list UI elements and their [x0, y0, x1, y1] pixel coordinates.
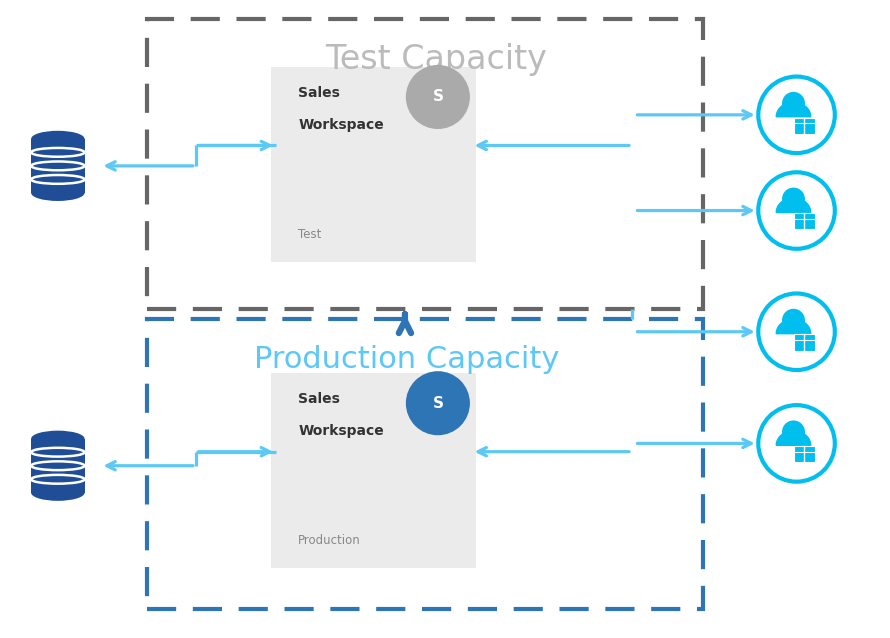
Text: Production: Production [298, 534, 361, 547]
FancyBboxPatch shape [794, 117, 814, 133]
FancyBboxPatch shape [271, 67, 476, 262]
Text: Sales: Sales [298, 392, 340, 406]
Ellipse shape [782, 188, 805, 211]
Polygon shape [776, 198, 811, 212]
Text: Sales: Sales [298, 86, 340, 100]
Ellipse shape [782, 420, 805, 443]
Ellipse shape [758, 293, 835, 370]
Ellipse shape [782, 92, 805, 115]
FancyBboxPatch shape [794, 213, 814, 229]
Ellipse shape [31, 485, 85, 501]
Ellipse shape [758, 77, 835, 153]
Text: Test Capacity: Test Capacity [325, 43, 547, 77]
FancyBboxPatch shape [794, 334, 814, 350]
Ellipse shape [406, 65, 470, 129]
Text: Test: Test [298, 228, 321, 241]
Ellipse shape [758, 172, 835, 249]
FancyBboxPatch shape [31, 439, 85, 493]
Ellipse shape [758, 405, 835, 482]
FancyBboxPatch shape [794, 446, 814, 462]
Text: S: S [433, 396, 443, 411]
Ellipse shape [782, 309, 805, 332]
Text: Workspace: Workspace [298, 118, 384, 132]
Ellipse shape [31, 431, 85, 447]
Text: Production Capacity: Production Capacity [254, 345, 559, 373]
Ellipse shape [31, 185, 85, 201]
FancyBboxPatch shape [31, 139, 85, 193]
Polygon shape [776, 102, 811, 117]
Polygon shape [776, 431, 811, 445]
Polygon shape [776, 319, 811, 334]
Ellipse shape [406, 371, 470, 435]
Text: Workspace: Workspace [298, 424, 384, 438]
FancyBboxPatch shape [271, 373, 476, 568]
Text: S: S [433, 89, 443, 105]
Ellipse shape [31, 131, 85, 147]
